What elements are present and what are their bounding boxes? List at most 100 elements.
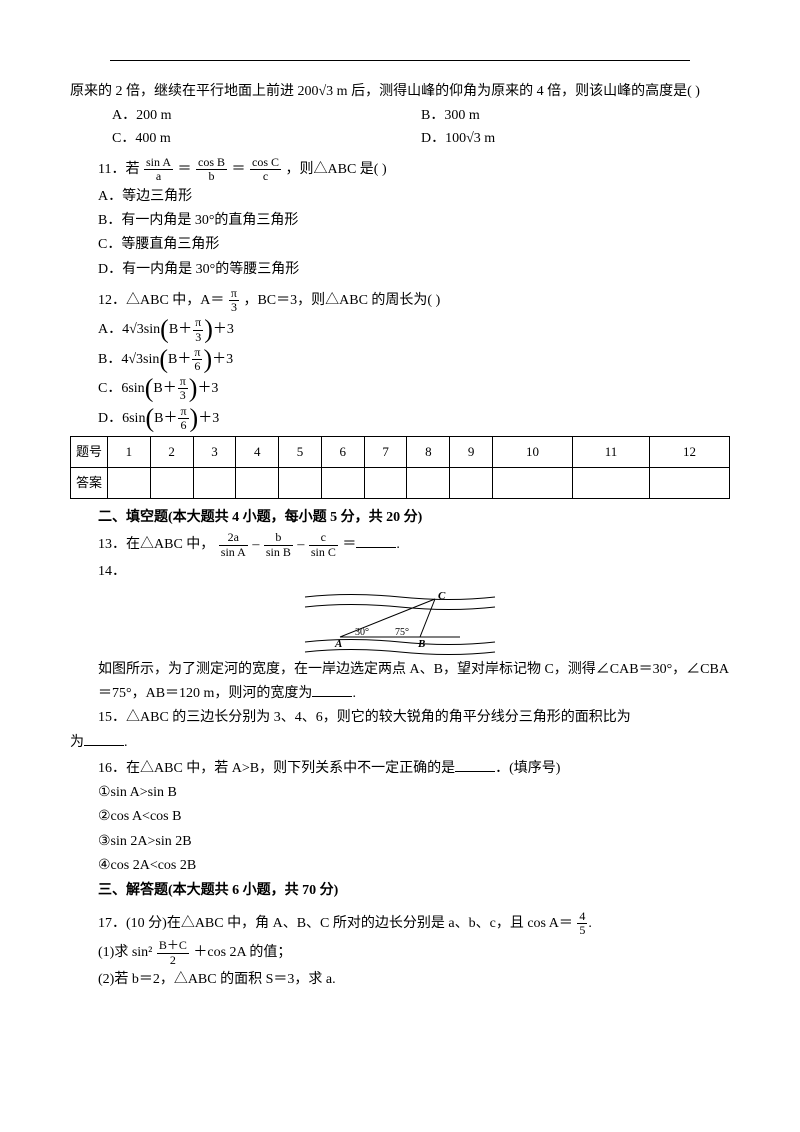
q17-p1: (1)求 sin² B＋C2 ＋cos 2A 的值； xyxy=(70,939,730,966)
ans-6 xyxy=(321,467,364,498)
q11-f1n: sin A xyxy=(144,156,173,170)
wave-1 xyxy=(305,595,495,600)
q10-cont: 原来的 2 倍，继续在平行地面上前进 200√3 m 后，测得山峰的仰角为原来的… xyxy=(70,81,730,103)
d: 2 xyxy=(157,954,189,967)
river-diagram: A B C 30° 75° xyxy=(300,587,500,657)
ans-7 xyxy=(364,467,407,498)
section3-head: 三、解答题(本大题共 6 小题，共 70 分) xyxy=(70,880,730,902)
angle-30: 30° xyxy=(355,627,369,638)
q11-choice-d: D．有一内角是 30°的等腰三角形 xyxy=(70,259,730,281)
q12c-frac: π3 xyxy=(178,375,188,402)
q15-blank xyxy=(84,731,124,746)
col-1: 1 xyxy=(108,436,151,467)
q12-stem: 12．△ABC 中，A＝ π3 ，BC＝3，则△ABC 的周长为( ) xyxy=(70,287,730,314)
line-bc xyxy=(420,599,435,637)
table-row-header: 题号 1 2 3 4 5 6 7 8 9 10 11 12 xyxy=(71,436,730,467)
top-rule xyxy=(110,60,690,61)
q12a-pre: A．4√3sin xyxy=(98,322,160,337)
ans-3 xyxy=(193,467,236,498)
q12-choice-b: B．4√3sin(B＋π6)＋3 xyxy=(70,346,730,373)
wave-2 xyxy=(305,605,495,610)
q11-choice-c: C．等腰直角三角形 xyxy=(70,234,730,256)
wave-3 xyxy=(305,640,495,645)
q10-choice-d: D．100√3 m xyxy=(421,128,730,150)
label-b: B xyxy=(417,638,425,650)
ans-11 xyxy=(572,467,649,498)
q11-post: ，则△ABC 是( ) xyxy=(286,162,387,177)
answer-table: 题号 1 2 3 4 5 6 7 8 9 10 11 12 答案 xyxy=(70,436,730,499)
lp: ( xyxy=(145,403,154,432)
q11-lead: 11．若 xyxy=(98,162,139,177)
q14-text: 如图所示，为了测定河的宽度，在一岸边选定两点 A、B，望对岸标记物 C，测得∠C… xyxy=(70,659,730,705)
d: 5 xyxy=(577,924,587,937)
q11-f3n: cos C xyxy=(250,156,281,170)
d: sin B xyxy=(264,546,293,559)
col-8: 8 xyxy=(407,436,450,467)
q16-lead: 16．在△ABC 中，若 A>B，则下列关系中不一定正确的是 ．(填序号) xyxy=(70,757,730,780)
table-row-answers: 答案 xyxy=(71,467,730,498)
q16-t: ．(填序号) xyxy=(495,761,560,776)
q16-2: ②cos A<cos B xyxy=(70,806,730,828)
q12b-frac: π6 xyxy=(192,346,202,373)
d: 3 xyxy=(178,389,188,402)
bv: B＋ xyxy=(153,381,176,396)
q12d-pre: D．6sin xyxy=(98,411,145,426)
q12d-expr: B＋π6 xyxy=(154,405,189,432)
d: 3 xyxy=(193,331,203,344)
bv: B＋ xyxy=(154,411,177,426)
m1: – xyxy=(252,537,259,552)
q12-3: 3 xyxy=(229,301,239,314)
q10-choice-c: C．400 m xyxy=(70,128,421,150)
bv: B＋ xyxy=(168,352,191,367)
n: π xyxy=(178,375,188,389)
q10-choice-a: A．200 m xyxy=(70,105,421,127)
label-c: C xyxy=(438,590,446,602)
q15-tail: 为. xyxy=(70,731,730,754)
d: 6 xyxy=(192,360,202,373)
q16-l: 16．在△ABC 中，若 A>B，则下列关系中不一定正确的是 xyxy=(98,761,455,776)
q11-stem: 11．若 sin Aa ＝ cos Bb ＝ cos Cc ，则△ABC 是( … xyxy=(70,156,730,183)
q12c-pre: C．6sin xyxy=(98,381,145,396)
q12-choice-a: A．4√3sin(B＋π3)＋3 xyxy=(70,316,730,343)
q14-dot: . xyxy=(352,686,356,701)
q14-blank xyxy=(312,682,352,697)
q12-lead: 12．△ABC 中，A＝ xyxy=(98,293,224,308)
col-2: 2 xyxy=(150,436,193,467)
row-label-ans: 答案 xyxy=(71,467,108,498)
n: c xyxy=(309,531,338,545)
q10-choice-b: B．300 m xyxy=(421,105,730,127)
q11-f2d: b xyxy=(196,170,227,183)
q11-frac1: sin Aa xyxy=(144,156,173,183)
col-9: 9 xyxy=(450,436,493,467)
p3: ＋3 xyxy=(213,322,234,337)
ans-2 xyxy=(150,467,193,498)
q12b-pre: B．4√3sin xyxy=(98,352,159,367)
n: π xyxy=(192,346,202,360)
q11-frac2: cos Bb xyxy=(196,156,227,183)
rp: ) xyxy=(204,315,213,344)
p1b: ＋cos 2A 的值； xyxy=(193,945,291,960)
q13-blank xyxy=(356,533,396,548)
q17-p1frac: B＋C2 xyxy=(157,939,189,966)
q16-blank xyxy=(455,757,495,772)
q13-lead: 13．在△ABC 中， xyxy=(98,537,214,552)
q17-frac: 45 xyxy=(577,910,587,937)
col-7: 7 xyxy=(364,436,407,467)
p3: ＋3 xyxy=(197,381,218,396)
q11-frac3: cos Cc xyxy=(250,156,281,183)
col-4: 4 xyxy=(236,436,279,467)
q11-f3d: c xyxy=(250,170,281,183)
ans-5 xyxy=(279,467,322,498)
n: π xyxy=(193,316,203,330)
q12-post: ，BC＝3，则△ABC 的周长为( ) xyxy=(243,293,440,308)
lp: ( xyxy=(160,315,169,344)
ans-1 xyxy=(108,467,151,498)
q12-pi: π xyxy=(229,287,239,301)
n: 4 xyxy=(577,910,587,924)
wave-4 xyxy=(305,650,495,655)
rp: ) xyxy=(190,403,199,432)
eq1: ＝ xyxy=(178,162,196,177)
q16-3: ③sin 2A>sin 2B xyxy=(70,831,730,853)
n: π xyxy=(178,405,188,419)
m2: – xyxy=(297,537,304,552)
